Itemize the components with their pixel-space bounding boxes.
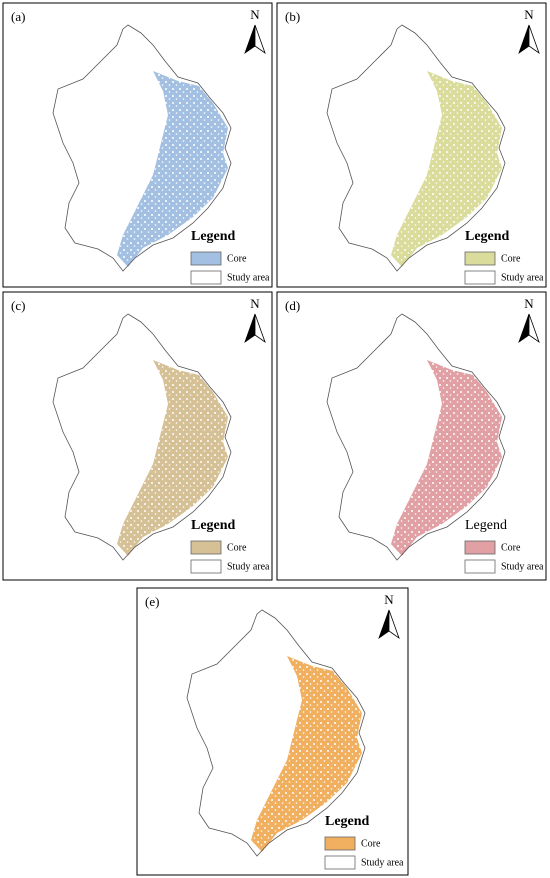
map-panel: (b) N Legend Core Study area (276, 2, 547, 288)
legend-title: Legend (191, 229, 236, 244)
core-area (117, 71, 228, 267)
legend-label: Study area (361, 857, 404, 868)
study-area-outline (326, 313, 506, 561)
legend-label: Core (501, 542, 521, 553)
legend-swatch (324, 836, 356, 851)
map-panel: (c) N Legend Core Study area (2, 291, 273, 581)
legend-label: Core (501, 253, 521, 264)
map-panel: (e) N Legend Core Study area (136, 587, 409, 876)
north-label: N (384, 592, 394, 607)
core-area (391, 360, 502, 556)
legend-title: Legend (465, 229, 510, 244)
panel-label: (c) (11, 298, 25, 313)
legend-label: Study area (501, 561, 544, 572)
legend-swatch (190, 251, 222, 266)
legend-swatch (464, 251, 496, 266)
legend-swatch (190, 540, 222, 555)
north-arrow (254, 24, 266, 55)
legend-label: Core (227, 253, 247, 264)
north-label: N (524, 7, 534, 22)
study-area-outline (52, 24, 232, 272)
panel-label: (a) (11, 9, 25, 24)
core-area (251, 656, 362, 852)
study-area-outline (52, 313, 232, 561)
legend-swatch (190, 559, 222, 574)
legend-label: Study area (501, 272, 544, 283)
north-arrow (528, 313, 540, 344)
study-area-outline (326, 24, 506, 272)
north-arrow (528, 24, 540, 55)
legend-swatch (464, 270, 496, 285)
north-label: N (250, 7, 260, 22)
study-area-outline (186, 609, 366, 857)
legend-swatch (464, 540, 496, 555)
legend-title: Legend (465, 518, 507, 533)
north-label: N (250, 296, 260, 311)
panel-label: (d) (285, 298, 300, 313)
legend-label: Study area (227, 561, 270, 572)
core-area (117, 360, 228, 556)
legend-title: Legend (325, 814, 370, 829)
panel-label: (b) (285, 9, 300, 24)
legend-title: Legend (191, 518, 236, 533)
panel-label: (e) (145, 594, 159, 609)
north-arrow (254, 313, 266, 344)
legend-label: Core (227, 542, 247, 553)
north-arrow (388, 609, 400, 640)
core-area (391, 71, 502, 267)
legend-swatch (190, 270, 222, 285)
map-panel: (d) N Legend Core Study area (276, 291, 547, 581)
legend-swatch (464, 559, 496, 574)
legend-label: Study area (227, 272, 270, 283)
legend-label: Core (361, 838, 381, 849)
north-label: N (524, 296, 534, 311)
legend-swatch (324, 855, 356, 870)
map-panel: (a) N Legend Core Study area (2, 2, 273, 288)
